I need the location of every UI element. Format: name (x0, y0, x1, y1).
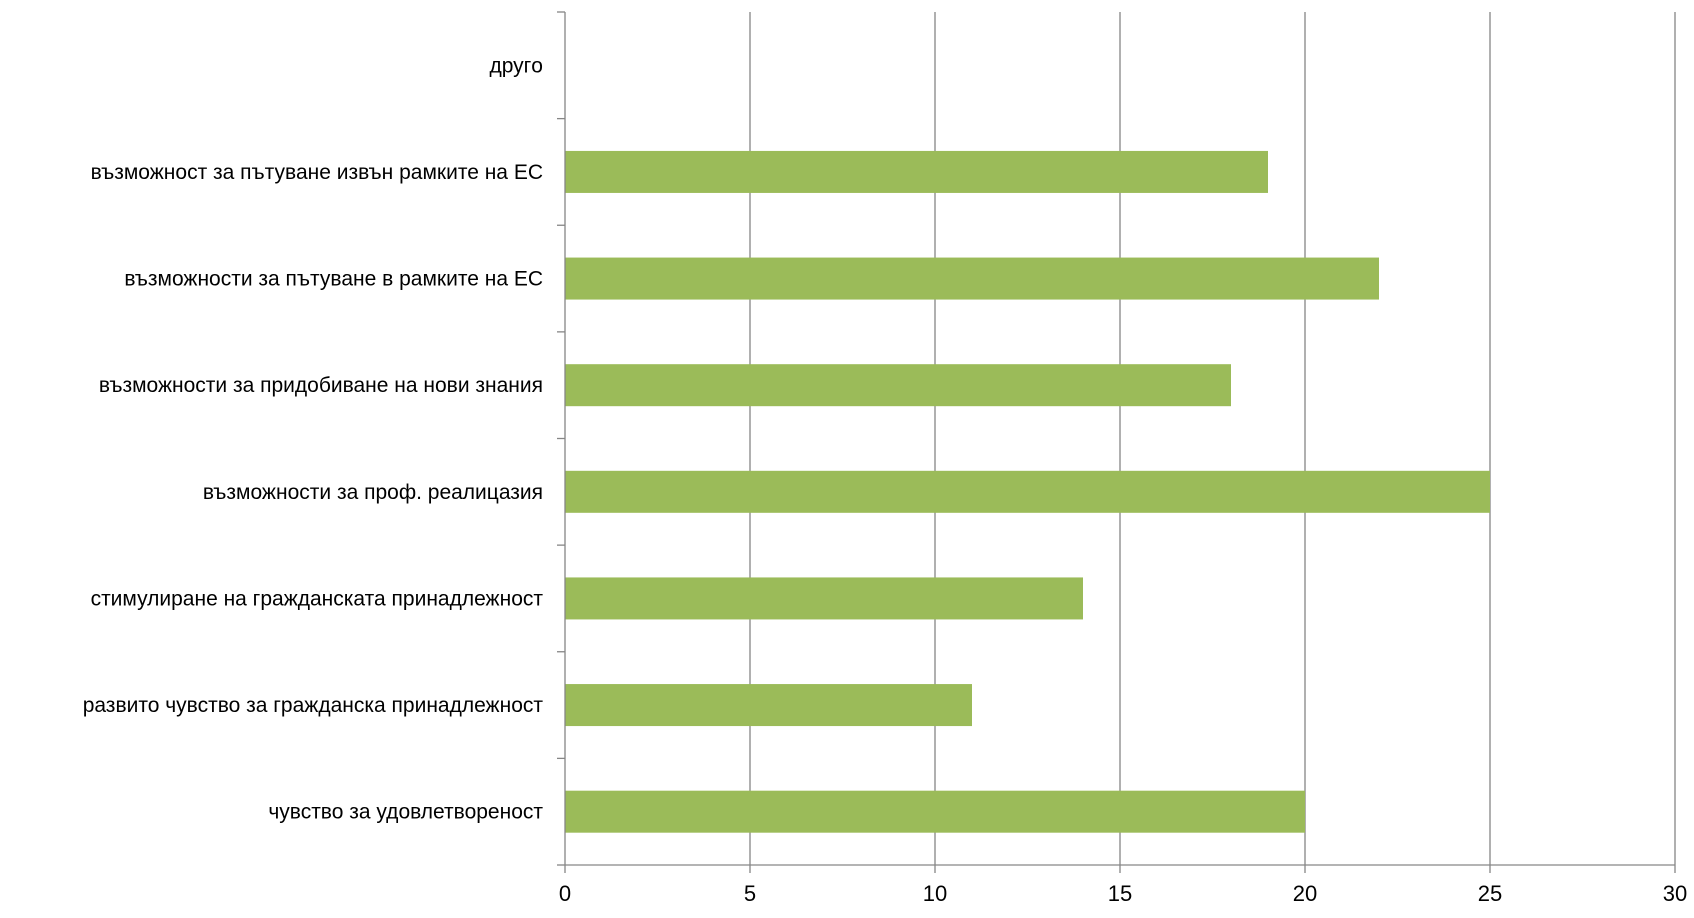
x-tick-label: 0 (559, 881, 571, 906)
x-tick-label: 30 (1663, 881, 1687, 906)
bar (565, 577, 1083, 620)
bar (565, 790, 1305, 833)
category-labels: другo възможност за пътуване извън рамкит… (83, 54, 544, 823)
bar (565, 470, 1490, 513)
category-label: развито чувство за гражданска принадлежн… (83, 694, 544, 717)
x-tick-label: 10 (923, 881, 947, 906)
gridlines (749, 12, 1676, 865)
x-tick-label: 5 (744, 881, 756, 906)
bar (565, 684, 972, 727)
category-label: възможности за проф. реалицазия (203, 481, 543, 504)
category-label: възможности за придобиване на нови знани… (99, 374, 543, 397)
x-tick-label: 15 (1108, 881, 1132, 906)
category-label: възможности за пътуване в рамките на ЕС (124, 268, 543, 291)
x-tick-label: 25 (1478, 881, 1502, 906)
category-label: чувство за удовлетвореност (268, 801, 543, 824)
x-tick-labels: 0 5 10 15 20 25 30 (559, 881, 1687, 906)
bars (565, 150, 1490, 833)
category-label: другo (489, 54, 543, 77)
axes (557, 11, 1676, 873)
x-tick-label: 20 (1293, 881, 1317, 906)
bar (565, 150, 1268, 193)
bar (565, 257, 1379, 300)
category-label: стимулиране на гражданската принадлежнос… (91, 587, 544, 610)
category-label: възможност за пътуване извън рамките на … (91, 161, 543, 184)
bar (565, 364, 1231, 407)
